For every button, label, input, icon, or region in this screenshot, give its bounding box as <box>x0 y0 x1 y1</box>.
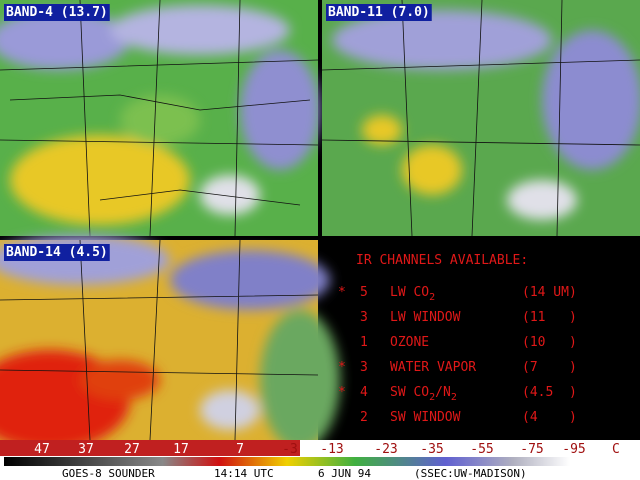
count: 2 <box>360 410 368 425</box>
footer-text: GOES-8 SOUNDER <box>62 467 155 480</box>
channel-name: LW WINDOW <box>390 310 461 325</box>
name-part: /N <box>435 385 451 400</box>
wavelength: (7 ) <box>522 360 577 375</box>
panel-label: BAND-11 (7.0) <box>328 5 430 20</box>
scale-label: 7 <box>236 442 244 457</box>
star: * <box>338 285 346 300</box>
name-part: SW WINDOW <box>390 410 461 425</box>
panel-label: BAND-14 (4.5) <box>6 245 108 260</box>
scale-label: -23 <box>374 442 397 457</box>
footer-text: 6 JUN 94 <box>318 467 371 480</box>
satellite-panel <box>321 0 640 237</box>
wavelength: (10 ) <box>522 335 577 350</box>
subscript: 2 <box>451 392 457 403</box>
scale-label: -55 <box>470 442 493 457</box>
panel-label-bg <box>4 244 110 261</box>
footer-text: (SSEC:UW-MADISON) <box>414 467 527 480</box>
star: * <box>338 360 346 375</box>
name-part: SW CO <box>390 385 429 400</box>
footer-text: 14:14 UTC <box>214 467 274 480</box>
channel-name: WATER VAPOR <box>390 360 476 375</box>
color-bar <box>4 457 570 466</box>
name-part: OZONE <box>390 335 429 350</box>
satellite-panel <box>0 0 320 236</box>
scale-label: -75 <box>520 442 543 457</box>
channel-name: LW CO2 <box>390 285 435 303</box>
channel-name: SW CO2/N2 <box>390 385 457 403</box>
scale-label: -95 <box>562 442 585 457</box>
scale-label: 47 <box>34 442 50 457</box>
count: 5 <box>360 285 368 300</box>
scale-label: 27 <box>124 442 140 457</box>
panel-label-bg <box>4 4 110 21</box>
name-part: WATER VAPOR <box>390 360 476 375</box>
channel-name: SW WINDOW <box>390 410 461 425</box>
scale-label: -13 <box>320 442 343 457</box>
channel-name: OZONE <box>390 335 429 350</box>
scale-label: -3 <box>282 442 298 457</box>
scale-label: 17 <box>173 442 189 457</box>
wavelength: (4.5 ) <box>522 385 577 400</box>
subscript: 2 <box>429 292 435 303</box>
wavelength: (14 UM) <box>522 285 577 300</box>
panel-label: BAND-4 (13.7) <box>6 5 108 20</box>
count: 3 <box>360 360 368 375</box>
satellite-panel <box>0 235 340 450</box>
wavelength: (11 ) <box>522 310 577 325</box>
wavelength: (4 ) <box>522 410 577 425</box>
count: 4 <box>360 385 368 400</box>
panel-label-bg <box>326 4 432 21</box>
star: * <box>338 385 346 400</box>
scale-warm-band <box>0 440 300 456</box>
name-part: LW WINDOW <box>390 310 461 325</box>
count: 3 <box>360 310 368 325</box>
scale-label: 37 <box>78 442 94 457</box>
name-part: LW CO <box>390 285 429 300</box>
count: 1 <box>360 335 368 350</box>
channels-title: IR CHANNELS AVAILABLE: <box>356 253 528 268</box>
scale-label: -35 <box>420 442 443 457</box>
subscript: 2 <box>429 392 435 403</box>
scale-unit: C <box>612 442 620 457</box>
